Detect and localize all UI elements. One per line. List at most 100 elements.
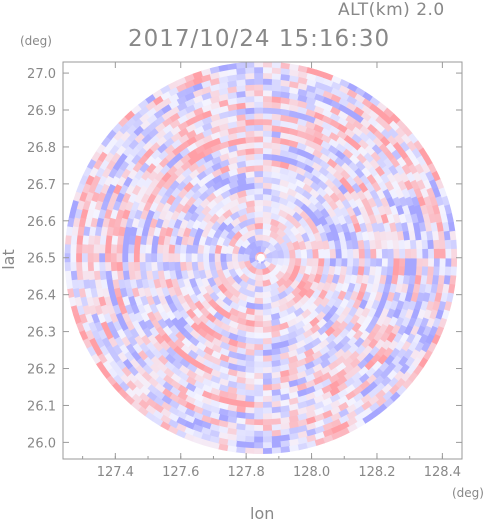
radar-cell <box>416 155 428 167</box>
radar-cell <box>367 388 379 400</box>
radar-cell <box>355 274 364 286</box>
radar-cell <box>378 143 390 155</box>
radar-cell <box>172 151 184 163</box>
radar-cell <box>150 261 158 272</box>
radar-cell <box>400 371 412 383</box>
radar-cell <box>313 123 325 134</box>
radar-cell <box>328 131 341 142</box>
radar-cell <box>221 268 232 279</box>
radar-cell <box>332 177 344 189</box>
radar-cell <box>404 266 412 277</box>
radar-cell <box>355 344 367 356</box>
radar-cell <box>244 377 255 386</box>
radar-cell <box>237 219 249 230</box>
radar-cell <box>138 105 150 117</box>
radar-cell <box>168 86 180 97</box>
radar-cell <box>235 417 246 425</box>
radar-cell <box>262 332 272 340</box>
radar-cell <box>173 301 185 313</box>
radar-cell <box>263 95 273 103</box>
radar-cell <box>437 275 446 286</box>
radar-cell <box>127 168 138 180</box>
radar-cell <box>93 234 101 245</box>
radar-cell <box>331 214 341 226</box>
radar-cell <box>101 360 113 372</box>
radar-cell <box>173 243 182 254</box>
radar-cell <box>202 339 215 350</box>
radar-cell <box>356 359 369 371</box>
radar-cell <box>376 188 387 201</box>
radar-cell <box>338 90 351 101</box>
radar-cell <box>190 182 202 194</box>
radar-cell <box>219 275 230 287</box>
radar-cell <box>177 316 188 328</box>
radar-cell <box>236 96 247 104</box>
radar-cell <box>254 245 262 253</box>
radar-cell <box>314 303 326 315</box>
radar-cell <box>418 357 429 369</box>
radar-cell <box>280 67 291 76</box>
radar-cell <box>130 400 142 412</box>
radar-cell <box>322 311 334 324</box>
radar-cell <box>285 305 297 316</box>
radar-cell <box>444 239 452 250</box>
radar-cell <box>194 354 206 365</box>
radar-cell <box>253 390 264 397</box>
radar-cell <box>203 159 215 170</box>
radar-cell <box>362 159 374 171</box>
radar-cell <box>328 138 340 149</box>
radar-cell <box>245 199 256 208</box>
radar-cell <box>275 277 287 288</box>
radar-cell <box>110 351 121 364</box>
radar-cell <box>270 318 281 327</box>
radar-cell <box>316 318 328 330</box>
radar-cell <box>200 276 210 288</box>
radar-cell <box>352 119 365 131</box>
radar-cell <box>88 337 99 349</box>
radar-cell <box>144 184 155 197</box>
radar-cell <box>106 183 117 195</box>
radar-cell <box>209 212 220 224</box>
radar-cell <box>336 388 349 400</box>
radar-cell <box>337 214 348 226</box>
radar-cell <box>406 364 417 376</box>
radar-cell <box>344 127 356 139</box>
radar-cell <box>235 394 246 402</box>
radar-cell <box>202 211 213 224</box>
radar-cell <box>328 223 339 234</box>
radar-cell <box>382 114 395 126</box>
radar-cell <box>324 215 335 227</box>
radar-cell <box>385 362 397 374</box>
radar-cell <box>185 129 198 140</box>
radar-cell <box>311 215 323 228</box>
radar-cell <box>147 120 159 132</box>
radar-cell <box>162 123 174 134</box>
radar-cell <box>382 397 395 409</box>
radar-cell <box>100 367 111 380</box>
radar-cell <box>323 319 335 331</box>
radar-cell <box>327 157 339 169</box>
radar-cell <box>270 394 282 403</box>
radar-cell <box>302 183 314 194</box>
radar-cell <box>137 98 150 110</box>
radar-cell <box>318 215 329 227</box>
radar-cell <box>318 172 330 184</box>
radar-cell <box>367 395 380 407</box>
radar-cell <box>86 345 97 357</box>
radar-cell <box>415 239 423 250</box>
radar-cell <box>320 384 333 395</box>
radar-cell <box>206 305 218 317</box>
radar-cell <box>210 337 223 348</box>
radar-cell <box>148 302 159 314</box>
radar-cell <box>176 88 188 99</box>
radar-cell <box>81 234 90 245</box>
radar-cell <box>364 359 376 372</box>
radar-cell <box>133 252 140 263</box>
radar-cell <box>320 378 332 389</box>
radar-cell <box>218 81 230 90</box>
radar-cell <box>288 415 299 424</box>
radar-cell <box>359 380 371 392</box>
radar-cell <box>322 90 334 100</box>
radar-cell <box>312 376 324 386</box>
radar-cell <box>329 257 337 268</box>
